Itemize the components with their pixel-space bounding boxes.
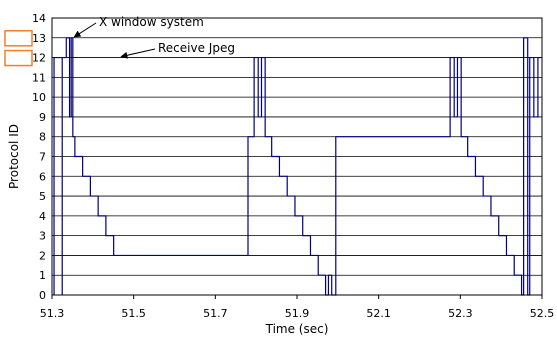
x-axis-title: Time (sec) xyxy=(265,322,329,336)
y-tick-label: 4 xyxy=(39,210,46,223)
annotation-receive-jpeg: Receive Jpeg xyxy=(158,41,235,55)
annotation-arrow xyxy=(73,22,97,38)
annotation-x-window-system: X window system xyxy=(99,15,204,29)
y-tick-label: 11 xyxy=(32,71,46,84)
x-tick-label: 52.5 xyxy=(530,307,555,320)
y-tick-label: 14 xyxy=(32,12,46,25)
y-tick-label: 2 xyxy=(39,249,46,262)
x-tick-label: 52.1 xyxy=(366,307,391,320)
x-tick-label: 51.3 xyxy=(40,307,65,320)
y-tick-label: 8 xyxy=(39,131,46,144)
y-tick-label: 7 xyxy=(39,151,46,164)
x-tick-label: 51.5 xyxy=(121,307,146,320)
y-axis-title: Protocol ID xyxy=(7,124,21,189)
highlight-box xyxy=(4,30,33,47)
gridlines xyxy=(52,37,542,276)
y-tick-label: 12 xyxy=(32,52,46,65)
highlight-box xyxy=(4,49,33,67)
x-tick-label: 51.9 xyxy=(285,307,310,320)
y-tick-label: 5 xyxy=(39,190,46,203)
y-tick-label: 3 xyxy=(39,230,46,243)
y-tick-label: 10 xyxy=(32,91,46,104)
annotations: X window system Receive Jpeg xyxy=(73,15,235,59)
series-layer xyxy=(53,37,542,296)
annotation-arrow xyxy=(120,48,156,59)
y-tick-label: 0 xyxy=(39,289,46,302)
y-tick-label: 13 xyxy=(32,32,46,45)
series-line xyxy=(53,37,542,296)
x-tick-label: 52.3 xyxy=(448,307,473,320)
y-tick-label: 6 xyxy=(39,170,46,183)
highlight-markers xyxy=(4,30,33,67)
y-tick-label: 9 xyxy=(39,111,46,124)
x-axis: 51.3 51.5 51.7 51.9 52.1 52.3 52.5 xyxy=(40,295,555,320)
y-tick-label: 1 xyxy=(39,269,46,282)
x-tick-label: 51.7 xyxy=(203,307,228,320)
